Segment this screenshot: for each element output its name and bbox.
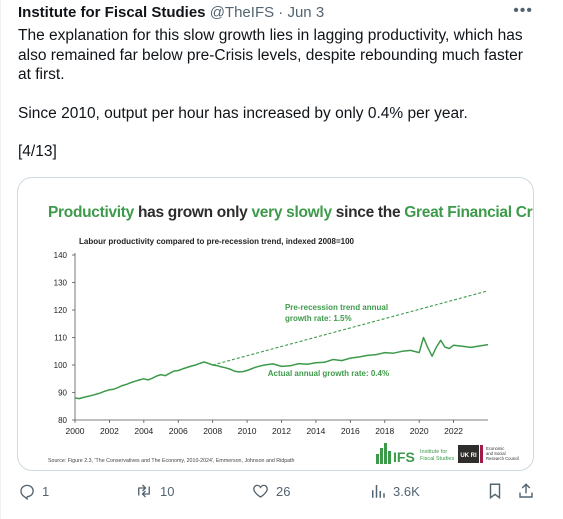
ifs-logo-bar bbox=[380, 448, 383, 464]
reply-button[interactable]: 1 bbox=[18, 482, 49, 500]
author-handle[interactable]: @TheIFS bbox=[209, 4, 275, 21]
ifs-logo-text: Institute for bbox=[420, 449, 447, 455]
esrc-logo-bar bbox=[480, 445, 483, 463]
y-tick-label: 130 bbox=[54, 279, 68, 288]
tweet-paragraph: Since 2010, output per hour has increase… bbox=[18, 104, 468, 122]
tweet-header: Institute for Fiscal Studies @TheIFS · J… bbox=[18, 4, 324, 22]
annotation-text: Pre-recession trend annual bbox=[285, 303, 388, 312]
annotation-text: Actual annual growth rate: 0.4% bbox=[268, 369, 389, 378]
tweet-date[interactable]: Jun 3 bbox=[287, 4, 325, 21]
ukri-logo-box bbox=[458, 445, 479, 463]
x-tick-label: 2010 bbox=[238, 426, 257, 436]
x-tick-label: 2022 bbox=[444, 426, 463, 436]
share-button[interactable] bbox=[517, 482, 535, 500]
headline-part: has grown only bbox=[133, 204, 252, 221]
annotation-text: growth rate: 1.5% bbox=[285, 314, 352, 323]
author-name[interactable]: Institute for Fiscal Studies bbox=[18, 4, 206, 21]
x-tick-label: 2008 bbox=[203, 426, 222, 436]
ifs-logo-bar bbox=[384, 443, 387, 464]
ifs-logo-bar bbox=[376, 454, 379, 464]
esrc-logo-text: Economic bbox=[486, 446, 504, 451]
share-icon bbox=[519, 483, 533, 498]
views-button[interactable]: 3.6K bbox=[369, 482, 420, 500]
views-icon bbox=[372, 485, 385, 498]
chart-subtitle: Labour productivity compared to pre-rece… bbox=[79, 237, 355, 246]
esrc-logo-text: and Social bbox=[486, 451, 506, 456]
views-count: 3.6K bbox=[393, 483, 420, 499]
y-tick-label: 110 bbox=[54, 334, 67, 343]
headline-part: Productivity bbox=[48, 204, 134, 221]
y-tick-label: 80 bbox=[58, 416, 67, 425]
ifs-logo-mark: IFS bbox=[393, 449, 415, 465]
headline-part: very slowly bbox=[251, 204, 332, 221]
x-tick-label: 2000 bbox=[66, 426, 85, 436]
retweet-count: 10 bbox=[160, 483, 175, 499]
y-tick-label: 140 bbox=[54, 251, 68, 260]
productivity-chart: Labour productivity compared to pre-rece… bbox=[48, 237, 519, 465]
y-tick-label: 120 bbox=[54, 306, 68, 315]
ifs-logo-bar bbox=[388, 451, 391, 464]
x-tick-label: 2002 bbox=[100, 426, 119, 436]
retweet-icon bbox=[138, 484, 150, 498]
like-button[interactable]: 26 bbox=[251, 482, 290, 500]
ukri-logo-mark: UK RI bbox=[460, 453, 477, 459]
trend-line bbox=[212, 290, 489, 366]
y-tick-label: 100 bbox=[54, 361, 68, 370]
x-tick-label: 2020 bbox=[410, 426, 429, 436]
headline-part: Great Financial Crisis bbox=[404, 204, 533, 221]
like-count: 26 bbox=[276, 483, 291, 499]
x-tick-label: 2004 bbox=[134, 426, 153, 436]
ifs-logo-text: Fiscal Studies bbox=[420, 456, 454, 462]
x-tick-label: 2014 bbox=[306, 426, 325, 436]
x-tick-label: 2012 bbox=[272, 426, 291, 436]
chart-headline: Productivity has grown only very slowly … bbox=[48, 204, 533, 222]
reply-icon bbox=[20, 484, 34, 500]
action-bar: 1 10 26 3.6K bbox=[1, 482, 563, 504]
separator: · bbox=[278, 4, 284, 21]
chart-source: Source: Figure 2.3, 'The Conservatives a… bbox=[48, 458, 295, 464]
y-tick-label: 90 bbox=[58, 389, 67, 398]
x-tick-label: 2016 bbox=[341, 426, 360, 436]
headline-part: since the bbox=[331, 204, 405, 221]
esrc-logo-text: Research Council bbox=[486, 456, 519, 461]
heart-icon bbox=[253, 484, 268, 498]
tweet-text: The explanation for this slow growth lie… bbox=[18, 26, 538, 162]
bookmark-icon bbox=[489, 483, 501, 500]
tweet-paragraph: [4/13] bbox=[18, 143, 57, 160]
media-image[interactable]: Labour productivity compared to pre-rece… bbox=[17, 177, 534, 471]
x-tick-label: 2006 bbox=[169, 426, 188, 436]
more-options-icon[interactable]: ••• bbox=[513, 2, 533, 19]
retweet-button[interactable]: 10 bbox=[134, 482, 174, 500]
tweet-paragraph: The explanation for this slow growth lie… bbox=[18, 27, 523, 83]
actual-line bbox=[74, 336, 489, 400]
x-tick-label: 2018 bbox=[375, 426, 394, 436]
reply-count: 1 bbox=[42, 483, 50, 499]
bookmark-button[interactable] bbox=[486, 482, 504, 500]
